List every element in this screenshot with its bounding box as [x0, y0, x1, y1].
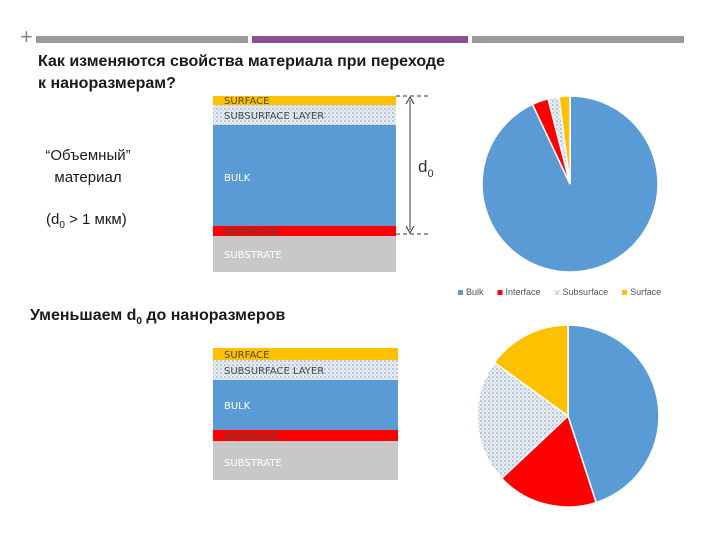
title: к наноразмерам?	[38, 75, 176, 92]
pie-slice	[558, 95, 571, 185]
layer-label: SUBSURFACE LAYER	[224, 111, 324, 122]
pie-slice	[567, 324, 660, 504]
thickness-label: d0	[418, 157, 434, 180]
layer-label: INTERFACE	[224, 227, 279, 238]
layer-label: SUBSURFACE LAYER	[224, 366, 324, 377]
plus-mark: +	[20, 24, 33, 49]
legend-swatch	[622, 290, 628, 295]
layer-label: SURFACE	[224, 96, 269, 107]
thickness-arrow	[396, 95, 430, 235]
layer-label: BULK	[224, 173, 251, 184]
pie-slice	[476, 361, 570, 480]
legend-swatch	[497, 290, 503, 295]
legend-label: Interface	[506, 287, 541, 297]
legend-swatch	[554, 290, 560, 295]
pie-slice	[493, 324, 569, 418]
layer-label: SUBSTRATE	[224, 250, 282, 261]
top-bars: +	[20, 24, 684, 49]
label: материал	[54, 169, 121, 186]
legend-label: Bulk	[466, 287, 484, 297]
layer-stack: SURFACE SUBSURFACE LAYER BULK INTERFACE …	[213, 348, 398, 480]
legend-swatch	[458, 290, 463, 295]
layer-label: INTERFACE	[224, 432, 279, 443]
layer-stack: SURFACE SUBSURFACE LAYER BULK INTERFACE …	[213, 96, 396, 272]
pie-slice	[500, 414, 598, 508]
title: Как изменяются свойства материала при пе…	[38, 53, 445, 70]
layer-label: BULK	[224, 401, 251, 412]
pie-slice	[481, 95, 659, 273]
layer-label: SUBSTRATE	[224, 458, 282, 469]
legend-label: Surface	[630, 287, 661, 297]
label: “Объемный”	[45, 147, 130, 164]
condition: (d0 > 1 мкм)	[46, 211, 127, 231]
layer-label: SURFACE	[224, 350, 269, 361]
charts: Bulk Interface Subsurface Surface	[458, 95, 661, 508]
reduce-label: Уменьшаем d0 до наноразмеров	[30, 307, 285, 327]
legend-label: Subsurface	[563, 287, 609, 297]
